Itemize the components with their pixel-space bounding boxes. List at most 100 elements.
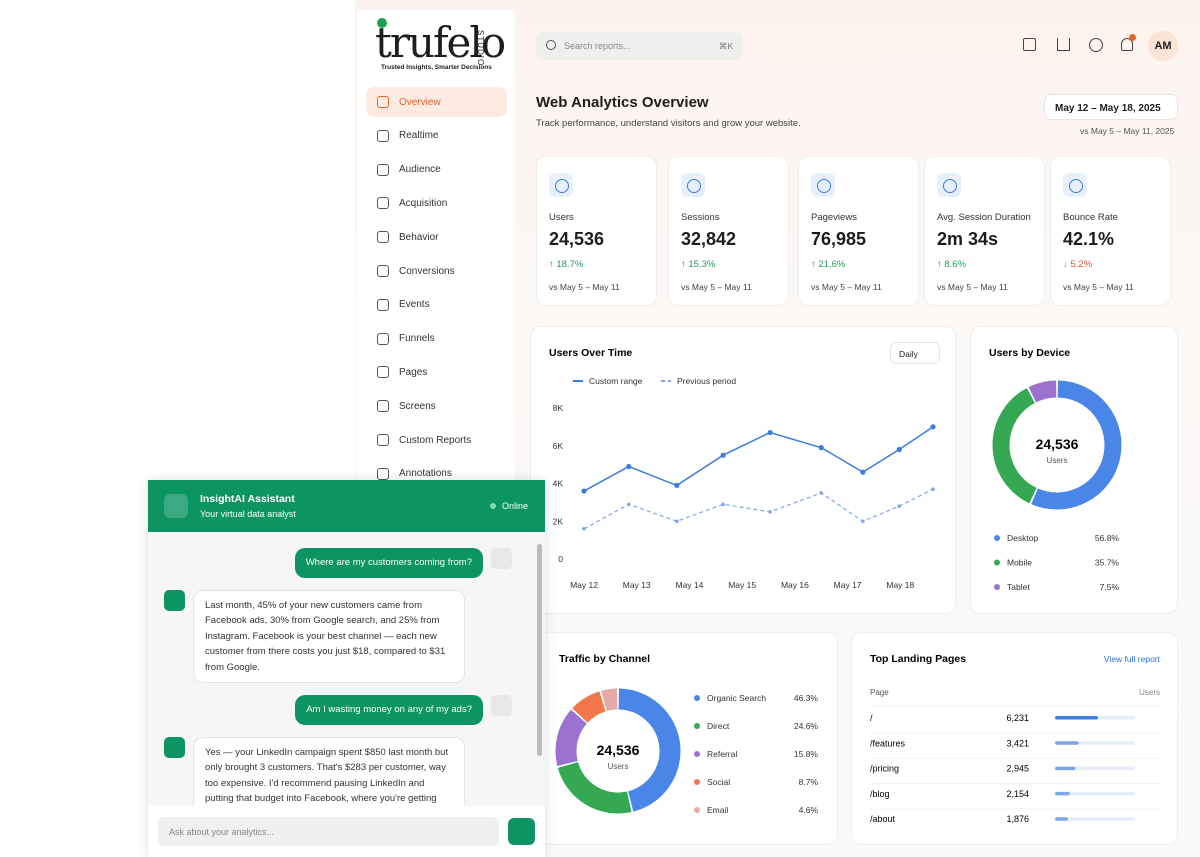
search-icon [546,40,556,50]
message-bubble: Yes — your LinkedIn campaign spent $850 … [193,736,465,806]
avatar[interactable]: AM [1148,31,1178,61]
period-select[interactable]: Daily [890,342,940,364]
send-button[interactable] [508,818,535,845]
notification-badge [1129,34,1136,41]
kpi-icon [1063,173,1087,197]
point [767,429,773,436]
nav-item[interactable]: Funnels [366,324,507,354]
chat-input[interactable]: Ask about your analytics... [158,817,499,846]
column-header: Page [870,688,889,697]
point [931,487,935,491]
bar [1055,766,1076,771]
landing-table: Top Landing Pages View full report Page Use… [870,653,1161,824]
donut-segment [992,387,1037,504]
legend-label: Mobile [1007,558,1032,568]
page-users: 3,421 [1006,738,1029,748]
nav-item[interactable]: Conversions [366,256,507,286]
kpi-change: ↑ 21.6% [811,259,846,270]
x-tick-label: May 17 [834,580,862,590]
date-compare: vs May 5 – May 11, 2025 [1080,126,1175,136]
nav-label: Custom Reports [399,434,472,446]
nav-icon [377,332,389,345]
nav-item[interactable]: Pages [366,357,507,387]
legend-label: Direct [707,721,730,731]
donut-center-value: 24,536 [597,742,640,758]
donut-segment [1028,380,1057,403]
page-path: /features [870,738,906,748]
kpi-value: 32,842 [681,229,737,249]
nav-icon [377,231,389,244]
nav-label: Realtime [399,130,439,142]
kpi-card: Users 24,536 ↑ 18.7% vs May 5 – May 11 [536,156,657,306]
brand-studio: STUDIO [476,30,485,67]
calendar-icon[interactable] [1023,38,1036,51]
legend-label: Previous period [677,376,736,386]
nav-icon [377,197,389,210]
assistant-panel: InsightAI Assistant Your virtual data an… [148,480,545,857]
nav-item[interactable]: Events [366,290,507,320]
scrollbar [537,544,542,756]
bar-track [1055,817,1135,821]
kpi-icon [549,173,573,197]
date-range-picker[interactable]: May 12 – May 18, 2025 [1044,94,1178,120]
nav-icon [377,400,389,413]
y-tick-label: 8K [553,403,564,413]
point [721,502,725,507]
legend-value: 4.6% [799,805,819,815]
nav-item[interactable]: Behavior [366,222,507,252]
nav-item[interactable]: Audience [366,155,507,185]
nav-item[interactable]: Annotations [366,459,507,489]
kpi-value: 2m 34s [937,229,999,249]
bell-icon[interactable] [1121,38,1133,51]
message-bubble: Where are my customers coming from? [294,548,483,578]
nav-item[interactable]: Acquisition [366,188,507,218]
nav-label: Funnels [399,333,435,345]
nav-item[interactable]: Overview [366,87,507,117]
legend-value: 8.7% [799,777,819,787]
legend-label: Custom range [589,376,643,386]
share-icon[interactable] [1057,38,1070,51]
nav-label: Audience [399,164,441,176]
nav-label: Overview [399,96,441,108]
nav-icon [377,163,389,176]
point [897,504,902,508]
kpi-card: Sessions 32,842 ↑ 15.3% vs May 5 – May 11 [668,156,789,306]
message-list: Where are my customers coming from? Last … [148,532,538,806]
legend-dot [694,779,700,785]
page-path: /about [870,814,896,824]
brand-name: trufelo [375,18,506,67]
legend-dot [994,535,1000,541]
column-header: Users [1139,688,1160,697]
point [819,491,824,495]
point [582,527,586,531]
search-box[interactable]: Search reports... ⌘K [536,32,743,60]
chart-title: Users Over Time [549,347,632,359]
point [674,482,680,488]
kpi-change: ↑ 8.6% [937,259,967,270]
nav-label: Acquisition [399,197,448,209]
donut-center-label: Users [1047,456,1068,465]
nav-icon [377,265,389,277]
kpi-compare: vs May 5 – May 11 [681,282,752,292]
legend-value: 7.5% [1100,582,1120,592]
nav-label: Conversions [399,265,455,277]
legend-label: Tablet [1007,582,1030,592]
kpi-label: Users [549,212,574,223]
help-icon[interactable] [1089,38,1103,52]
logo-dot [377,18,387,28]
kpi-icon [937,173,961,197]
nav-item[interactable]: Custom Reports [366,425,507,455]
page-path: /blog [870,789,890,799]
chart-title: Users by Device [989,347,1070,359]
legend-dot [694,807,700,813]
view-report-link[interactable]: View full report [1104,654,1161,664]
nav-item[interactable]: Realtime [366,121,507,151]
page-path: /pricing [870,764,899,774]
line-series [583,426,934,492]
nav-icon [377,467,389,480]
channel-donut: Traffic by Channel Organic Search 46.3% Dir… [555,653,819,815]
kpi-compare: vs May 5 – May 11 [1063,282,1134,292]
kpi-value: 42.1% [1063,229,1115,249]
nav-item[interactable]: Screens [366,391,507,421]
